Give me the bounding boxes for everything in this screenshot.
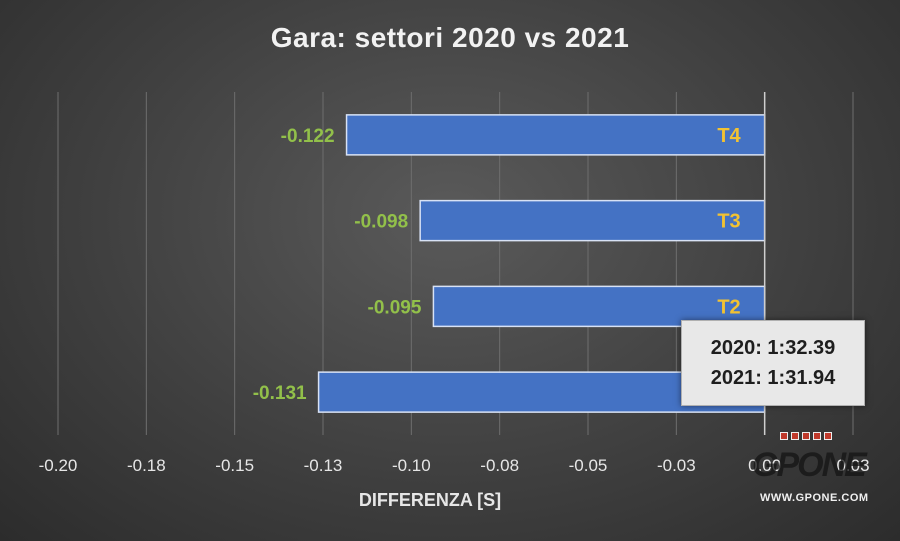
x-tick-label: 0.00 xyxy=(748,456,781,475)
x-tick-label: -0.08 xyxy=(480,456,519,475)
x-tick-label: -0.15 xyxy=(215,456,254,475)
bar-value-label: -0.095 xyxy=(368,297,422,318)
lap-time-annotation: 2020: 1:32.39 2021: 1:31.94 xyxy=(681,320,865,406)
x-axis-label: DIFFERENZA [S] xyxy=(358,490,502,510)
annotation-line-2020: 2020: 1:32.39 xyxy=(710,337,836,359)
x-tick-label: 0.03 xyxy=(836,456,869,475)
chart-title: Gara: settori 2020 vs 2021 xyxy=(270,22,630,53)
x-tick-label: -0.18 xyxy=(127,456,166,475)
bar xyxy=(419,199,766,242)
bar-value-label: -0.131 xyxy=(253,383,307,404)
x-tick-label: -0.20 xyxy=(39,456,78,475)
bar-category-label: T4 xyxy=(717,125,741,147)
bar-value-label: -0.122 xyxy=(281,126,335,147)
x-tick-label: -0.13 xyxy=(304,456,343,475)
bar-value-label: -0.098 xyxy=(354,212,408,233)
annotation-line-2021: 2021: 1:31.94 xyxy=(710,367,836,389)
x-tick-label: -0.03 xyxy=(657,456,696,475)
x-tick-label: -0.10 xyxy=(392,456,431,475)
bar-category-label: T2 xyxy=(717,296,740,318)
bar xyxy=(345,114,766,156)
bar-category-label: T3 xyxy=(717,211,740,233)
x-tick-label: -0.05 xyxy=(569,456,608,475)
